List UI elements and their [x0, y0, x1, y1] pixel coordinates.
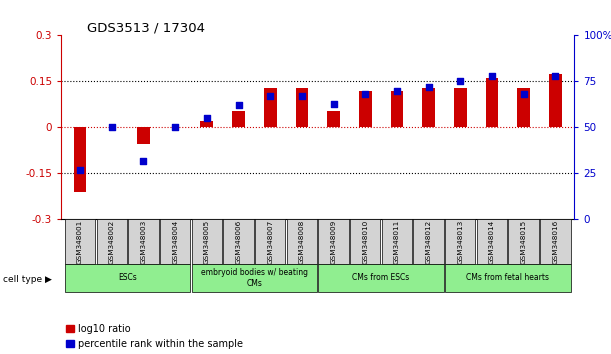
- Point: [455, 79, 465, 84]
- Text: GSM348013: GSM348013: [457, 219, 463, 264]
- Bar: [359, 91, 371, 127]
- Point: [202, 115, 212, 121]
- FancyBboxPatch shape: [65, 264, 191, 292]
- Point: [139, 158, 148, 164]
- Text: embryoid bodies w/ beating
CMs: embryoid bodies w/ beating CMs: [201, 268, 308, 287]
- Bar: [518, 87, 530, 127]
- FancyBboxPatch shape: [223, 219, 254, 264]
- FancyBboxPatch shape: [192, 264, 317, 292]
- Text: GSM348006: GSM348006: [235, 219, 241, 264]
- Bar: [549, 74, 562, 127]
- Point: [265, 93, 275, 99]
- FancyBboxPatch shape: [318, 264, 444, 292]
- Bar: [200, 121, 213, 127]
- Text: GSM348014: GSM348014: [489, 219, 495, 264]
- FancyBboxPatch shape: [508, 219, 539, 264]
- FancyBboxPatch shape: [255, 219, 285, 264]
- Bar: [327, 112, 340, 127]
- FancyBboxPatch shape: [382, 219, 412, 264]
- Text: GSM348008: GSM348008: [299, 219, 305, 264]
- FancyBboxPatch shape: [540, 219, 571, 264]
- FancyBboxPatch shape: [414, 219, 444, 264]
- Point: [75, 167, 85, 173]
- Bar: [137, 127, 150, 144]
- Bar: [232, 110, 245, 127]
- FancyBboxPatch shape: [445, 264, 571, 292]
- Text: GDS3513 / 17304: GDS3513 / 17304: [87, 21, 205, 34]
- Point: [329, 101, 338, 106]
- Text: GSM348005: GSM348005: [204, 219, 210, 264]
- FancyBboxPatch shape: [318, 219, 349, 264]
- FancyBboxPatch shape: [65, 219, 95, 264]
- Bar: [486, 78, 499, 127]
- Point: [551, 73, 560, 79]
- Point: [297, 93, 307, 99]
- FancyBboxPatch shape: [445, 219, 475, 264]
- Bar: [390, 91, 403, 127]
- Point: [170, 125, 180, 130]
- Text: GSM348010: GSM348010: [362, 219, 368, 264]
- Legend: log10 ratio, percentile rank within the sample: log10 ratio, percentile rank within the …: [66, 324, 243, 349]
- Point: [519, 91, 529, 97]
- Text: GSM348012: GSM348012: [426, 219, 431, 264]
- Point: [233, 103, 243, 108]
- FancyBboxPatch shape: [477, 219, 507, 264]
- Text: GSM348003: GSM348003: [141, 219, 147, 264]
- Text: GSM348011: GSM348011: [394, 219, 400, 264]
- FancyBboxPatch shape: [192, 219, 222, 264]
- Text: CMs from fetal hearts: CMs from fetal hearts: [466, 273, 549, 282]
- Text: GSM348015: GSM348015: [521, 219, 527, 264]
- Bar: [296, 87, 308, 127]
- Bar: [264, 87, 277, 127]
- FancyBboxPatch shape: [128, 219, 159, 264]
- Text: cell type: cell type: [3, 275, 42, 284]
- Text: GSM348009: GSM348009: [331, 219, 337, 264]
- Point: [487, 73, 497, 79]
- Bar: [422, 88, 435, 127]
- Bar: [74, 127, 86, 192]
- Text: GSM348016: GSM348016: [552, 219, 558, 264]
- FancyBboxPatch shape: [287, 219, 317, 264]
- Text: GSM348001: GSM348001: [77, 219, 83, 264]
- Point: [360, 91, 370, 97]
- Text: CMs from ESCs: CMs from ESCs: [353, 273, 410, 282]
- Point: [423, 84, 433, 90]
- Bar: [454, 88, 467, 127]
- FancyBboxPatch shape: [350, 219, 381, 264]
- Text: GSM348007: GSM348007: [267, 219, 273, 264]
- FancyBboxPatch shape: [97, 219, 127, 264]
- Text: GSM348004: GSM348004: [172, 219, 178, 264]
- Point: [392, 88, 402, 93]
- FancyBboxPatch shape: [160, 219, 191, 264]
- Text: ESCs: ESCs: [119, 273, 137, 282]
- Point: [107, 125, 117, 130]
- Text: GSM348002: GSM348002: [109, 219, 115, 264]
- Text: ▶: ▶: [45, 275, 51, 284]
